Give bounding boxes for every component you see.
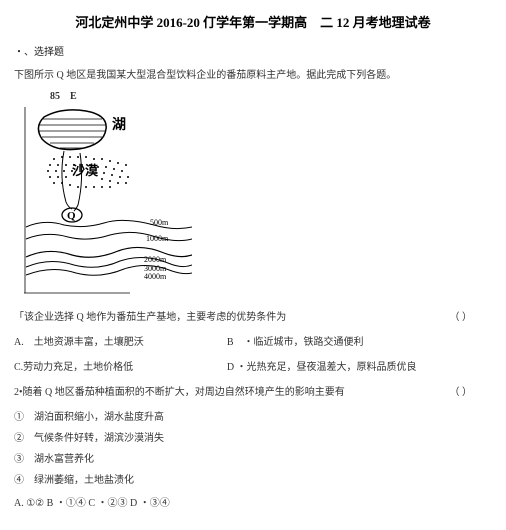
desert-label: 沙漠	[72, 163, 99, 178]
q2-item-4: ④ 绿洲萎缩，土地盐渍化	[14, 472, 492, 489]
q1-opt-b: B ・临近城市，铁路交通便利	[227, 334, 485, 351]
q1-opt-c: C.劳动力充足，土地价格低	[14, 359, 224, 376]
contour-2000: 2000m	[144, 255, 167, 264]
q1-opt-d: D ・光热充足，昼夜温差大，原料品质优良	[227, 359, 485, 376]
q1-options-row2: C.劳动力充足，土地价格低 D ・光热充足，昼夜温差大，原料品质优良	[14, 359, 492, 376]
page-title: 河北定州中学 2016-20 仃学年第一学期高 二 12 月考地理试卷	[14, 12, 492, 34]
contour-500: 500m	[150, 218, 169, 227]
q1-opt-a: A. 土地资源丰富，土壤肥沃	[14, 334, 224, 351]
q2-item-3: ③ 湖水富营养化	[14, 451, 492, 468]
q2-item-1: ① 湖泊面积缩小，湖水盐度升高	[14, 409, 492, 426]
question-1: 「该企业选择 Q 地作为番茄生产基地，主要考虑的优势条件为 （ ）	[14, 309, 492, 326]
q1-options-row1: A. 土地资源丰富，土壤肥沃 B ・临近城市，铁路交通便利	[14, 334, 492, 351]
section-label: ・、选择题	[14, 44, 492, 61]
q2-paren: （ ）	[450, 384, 473, 401]
contour-4000: 4000m	[144, 272, 167, 281]
q2-item-2: ② 气候条件好转，湖滨沙漠消失	[14, 430, 492, 447]
coord-label: 85 E	[50, 88, 492, 105]
map-svg: 湖 沙漠 Q 500m 1000m 2000m 3000m 4000m	[24, 107, 192, 297]
map-figure: 湖 沙漠 Q 500m 1000m 2000m 3000m 4000m	[24, 107, 492, 303]
q2-final-options: A. ①② B ・①④ C ・②③ D ・③④	[14, 495, 492, 512]
lake-label: 湖	[112, 117, 126, 133]
contour-1000: 1000m	[146, 234, 169, 243]
q1-text: 「该企业选择 Q 地作为番茄生产基地，主要考虑的优势条件为	[14, 312, 286, 323]
intro-text: 下图所示 Q 地区是我国某大型混合型饮料企业的番茄原料主产地。据此完成下列各题。	[14, 67, 492, 84]
question-2: 2•随着 Q 地区番茄种植面积的不断扩大，对周边自然环境产生的影响主要有 （ ）	[14, 384, 492, 401]
q1-paren: （ ）	[450, 309, 473, 326]
q-label: Q	[67, 210, 76, 222]
q2-text: 2•随着 Q 地区番茄种植面积的不断扩大，对周边自然环境产生的影响主要有	[14, 387, 345, 398]
